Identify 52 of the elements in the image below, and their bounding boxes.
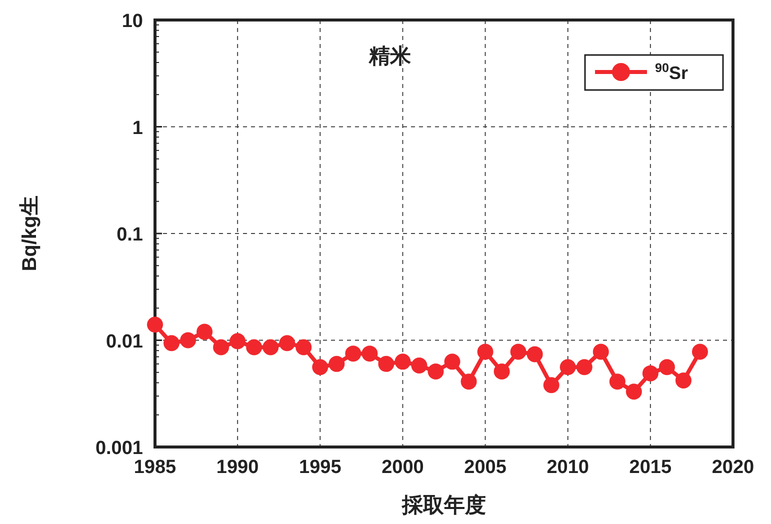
- point: [526, 346, 543, 362]
- x-tick-label: 1995: [299, 457, 342, 478]
- point: [494, 363, 510, 380]
- y-tick-label: 0.01: [106, 331, 144, 352]
- point: [394, 354, 411, 370]
- x-tick-label: 2010: [546, 457, 589, 478]
- text: 精米: [368, 45, 412, 68]
- point: [626, 384, 642, 400]
- point: [692, 344, 708, 360]
- point: [279, 335, 296, 352]
- point: [147, 316, 163, 333]
- point: [460, 374, 477, 390]
- x-tick-label: 1990: [216, 457, 259, 478]
- point: [246, 339, 262, 356]
- point: [444, 354, 460, 370]
- y-tick-label: 0.1: [116, 224, 144, 246]
- point: [362, 346, 378, 362]
- y-axis-title: Bq/kg生: [19, 196, 41, 272]
- point: [592, 344, 609, 360]
- point: [543, 377, 560, 394]
- point: [428, 363, 444, 380]
- point: [164, 335, 180, 352]
- point: [312, 359, 328, 376]
- x-tick-label: 1985: [134, 457, 177, 478]
- y-tick-label: 1: [132, 118, 144, 139]
- x-axis-title: 採取年度: [401, 493, 486, 517]
- point: [213, 339, 230, 356]
- point: [560, 359, 576, 376]
- point: [328, 356, 345, 372]
- point: [262, 339, 279, 356]
- x-tick-label: 2005: [464, 457, 507, 478]
- point: [477, 344, 494, 360]
- point: [576, 359, 592, 376]
- point: [196, 324, 213, 340]
- point: [296, 339, 312, 356]
- point: [230, 333, 246, 350]
- point: [675, 372, 692, 388]
- point: [642, 365, 658, 382]
- point: [411, 358, 428, 374]
- y-tick-label: 10: [122, 11, 143, 32]
- point: [345, 346, 362, 362]
- point: [658, 359, 675, 376]
- point: [378, 356, 394, 372]
- x-tick-label: 2020: [712, 457, 754, 478]
- point: [510, 344, 526, 360]
- legend-label: $^{90}$Sr: [655, 61, 688, 83]
- x-tick-label: 2000: [382, 457, 424, 478]
- point: [609, 374, 626, 390]
- y-tick-label: 0.001: [95, 438, 144, 459]
- x-tick-label: 2015: [629, 457, 672, 478]
- legend: $^{90}$Sr: [584, 54, 724, 91]
- point: [180, 332, 196, 348]
